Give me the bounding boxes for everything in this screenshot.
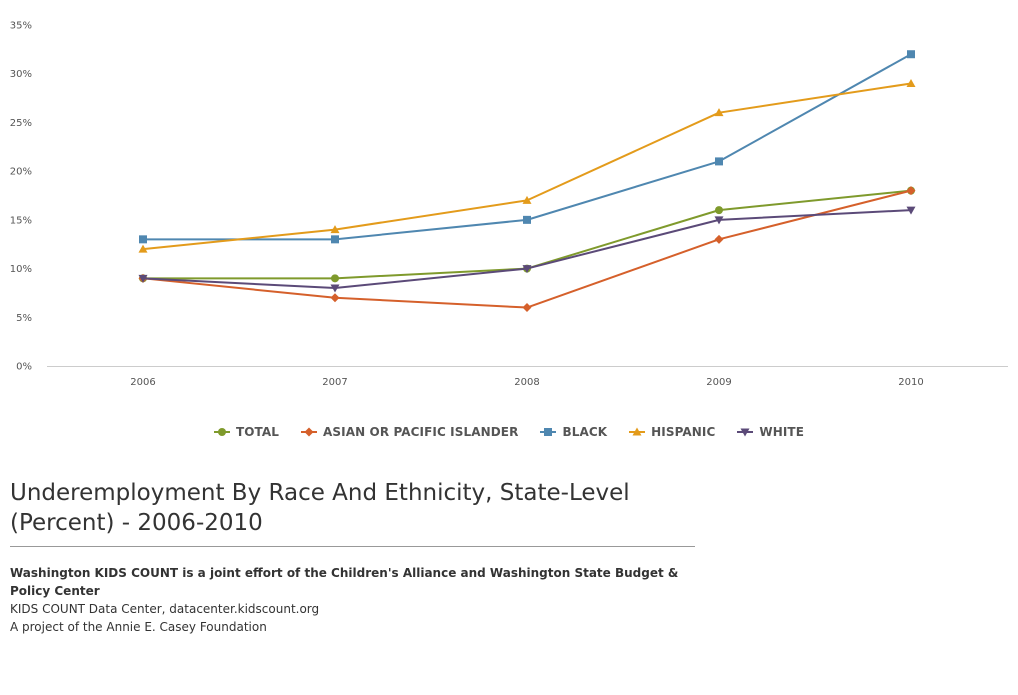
series-line-hispanic — [142, 82, 912, 251]
chart-title: Underemployment By Race And Ethnicity, S… — [10, 478, 695, 547]
data-point-black — [715, 157, 723, 166]
x-tick-label: 2009 — [706, 377, 731, 388]
series-black — [139, 50, 915, 244]
legend-item-hispanic[interactable]: HISPANIC — [629, 425, 715, 439]
legend-swatch-marker — [217, 428, 226, 436]
data-point-asian-or-pacific-islander — [522, 303, 532, 313]
legend-label: HISPANIC — [651, 425, 716, 439]
legend-swatch-total — [213, 428, 230, 436]
data-point-white — [138, 274, 148, 283]
source-foundation: A project of the Annie E. Casey Foundati… — [10, 620, 267, 634]
legend-swatch-marker — [632, 427, 642, 436]
y-tick-label: 10% — [10, 264, 32, 275]
data-point-asian-or-pacific-islander — [906, 186, 916, 196]
data-point-black — [139, 235, 147, 244]
legend-swatch-marker — [740, 428, 750, 437]
source-data-center: KIDS COUNT Data Center, datacenter.kidsc… — [10, 602, 320, 616]
data-point-hispanic — [330, 225, 340, 234]
series-hispanic — [138, 78, 916, 253]
y-tick-label: 15% — [10, 215, 32, 226]
y-tick-label: 35% — [10, 21, 32, 32]
series-asian-or-pacific-islander — [138, 186, 916, 313]
legend-swatch-white — [737, 428, 754, 437]
series-line-black — [142, 53, 912, 241]
data-point-white — [330, 284, 340, 293]
legend-swatch-marker — [544, 428, 553, 436]
data-point-white — [714, 216, 724, 225]
data-point-asian-or-pacific-islander — [330, 293, 340, 303]
legend-swatch-black — [540, 428, 557, 436]
data-point-black — [523, 215, 531, 224]
data-point-black — [331, 235, 339, 244]
data-point-hispanic — [138, 244, 148, 253]
source-credit: Washington KIDS COUNT is a joint effort … — [10, 566, 679, 598]
series-line-asian-or-pacific-islander — [142, 189, 912, 309]
data-point-asian-or-pacific-islander — [714, 234, 724, 244]
chart-area: 0% 5% 10% 15% 20% 25% 30% 35% 2006 2007 2008 2009 20… — [0, 21, 1018, 442]
data-point-white — [522, 265, 532, 274]
data-point-total — [331, 274, 339, 283]
legend-label: BLACK — [562, 425, 608, 439]
y-tick-label: 0% — [16, 362, 32, 373]
data-point-white — [906, 206, 916, 215]
data-point-total — [715, 206, 723, 215]
title-block: Underemployment By Race And Ethnicity, S… — [10, 478, 695, 547]
x-tick-label: 2006 — [130, 377, 155, 388]
chart-legend: TOTAL ASIAN OR PACIFIC ISLANDER BLACK HISPA… — [0, 422, 1018, 442]
x-tick-label: 2007 — [322, 377, 347, 388]
series-white — [138, 206, 916, 293]
y-tick-label: 25% — [10, 118, 32, 129]
data-point-black — [907, 50, 915, 59]
legend-item-white[interactable]: WHITE — [737, 425, 804, 439]
y-tick-label: 5% — [16, 313, 32, 324]
data-point-hispanic — [906, 78, 916, 87]
legend-label: TOTAL — [235, 425, 280, 439]
data-point-hispanic — [714, 108, 724, 117]
legend-swatch-hispanic — [629, 427, 646, 436]
legend-item-black[interactable]: BLACK — [540, 425, 607, 439]
data-point-hispanic — [522, 195, 532, 204]
x-tick-label: 2010 — [898, 377, 923, 388]
legend-item-total[interactable]: TOTAL — [213, 425, 280, 439]
legend-label: WHITE — [759, 425, 805, 439]
line-chart: 0% 5% 10% 15% 20% 25% 30% 35% 2006 2007 2008 2009 20… — [10, 21, 1008, 388]
legend-swatch-marker — [304, 427, 314, 437]
legend-label: ASIAN OR PACIFIC ISLANDER — [323, 425, 519, 439]
y-tick-label: 30% — [10, 69, 32, 80]
legend-swatch-asian-or-pacific-islander — [301, 427, 318, 437]
source-block: Washington KIDS COUNT is a joint effort … — [10, 564, 700, 636]
y-tick-label: 20% — [10, 167, 32, 178]
legend-item-asian-or-pacific-islander[interactable]: ASIAN OR PACIFIC ISLANDER — [301, 425, 518, 439]
x-tick-label: 2008 — [514, 377, 539, 388]
